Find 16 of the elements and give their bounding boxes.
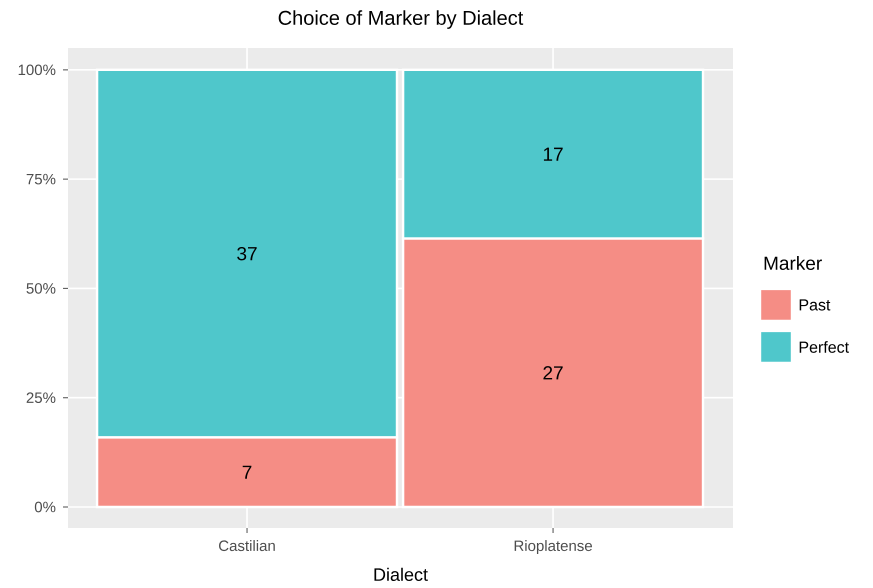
annotation: 27: [543, 366, 563, 380]
x-tick-label: Rioplatense: [514, 540, 592, 554]
legend-label: Perfect: [800, 341, 849, 354]
y-tick-label: 0%: [34, 502, 56, 512]
y-tick-label: 50%: [26, 283, 56, 294]
x-tick-label: Castilian: [219, 540, 275, 552]
annotation: 37: [237, 247, 257, 261]
legend-title: Marker: [764, 256, 822, 270]
x-axis-title: Dialect: [374, 568, 428, 582]
y-tick-label: 25%: [26, 392, 56, 404]
y-tick-label: 75%: [26, 174, 56, 185]
y-tick-label: 100%: [18, 64, 56, 76]
annotation: 17: [544, 148, 563, 161]
legend-label: Past: [800, 300, 830, 311]
chart-title: Choice of Marker by Dialect: [278, 10, 524, 30]
annotation: 7: [242, 466, 252, 479]
